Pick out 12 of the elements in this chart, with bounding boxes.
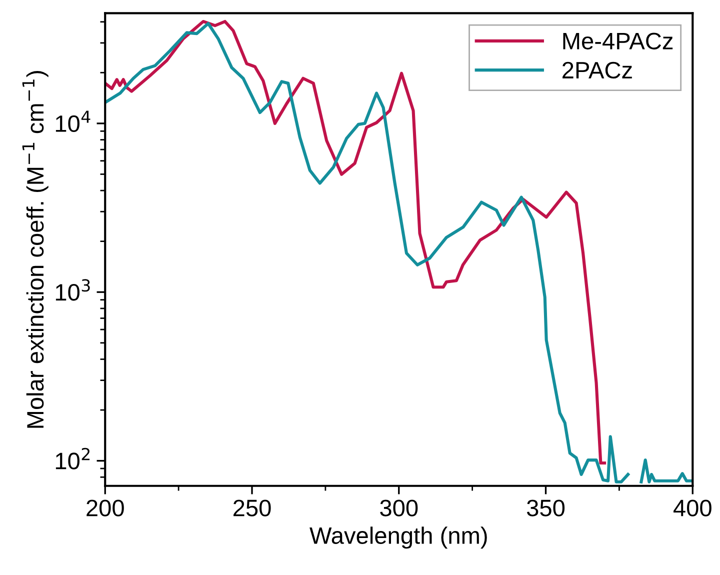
x-tick-label: 200 xyxy=(86,500,124,516)
y-tick-label: 10$^{3}$ xyxy=(56,279,90,301)
legend-label: Me-4PACz xyxy=(563,32,673,50)
y-axis-title: Molar extinction coeff. (M$^{−1}$ cm$^{−1}$) xyxy=(22,71,48,428)
x-tick-label: 250 xyxy=(233,500,271,516)
y-tick-label: 10$^{2}$ xyxy=(56,448,90,470)
x-tick-label: 300 xyxy=(380,500,418,516)
x-tick-label: 400 xyxy=(673,500,712,516)
x-axis-title: Wavelength (nm) xyxy=(310,526,487,549)
legend-label: 2PACz xyxy=(562,62,632,79)
y-tick-label: 10$^{4}$ xyxy=(56,110,90,132)
x-tick-label: 350 xyxy=(526,500,565,516)
